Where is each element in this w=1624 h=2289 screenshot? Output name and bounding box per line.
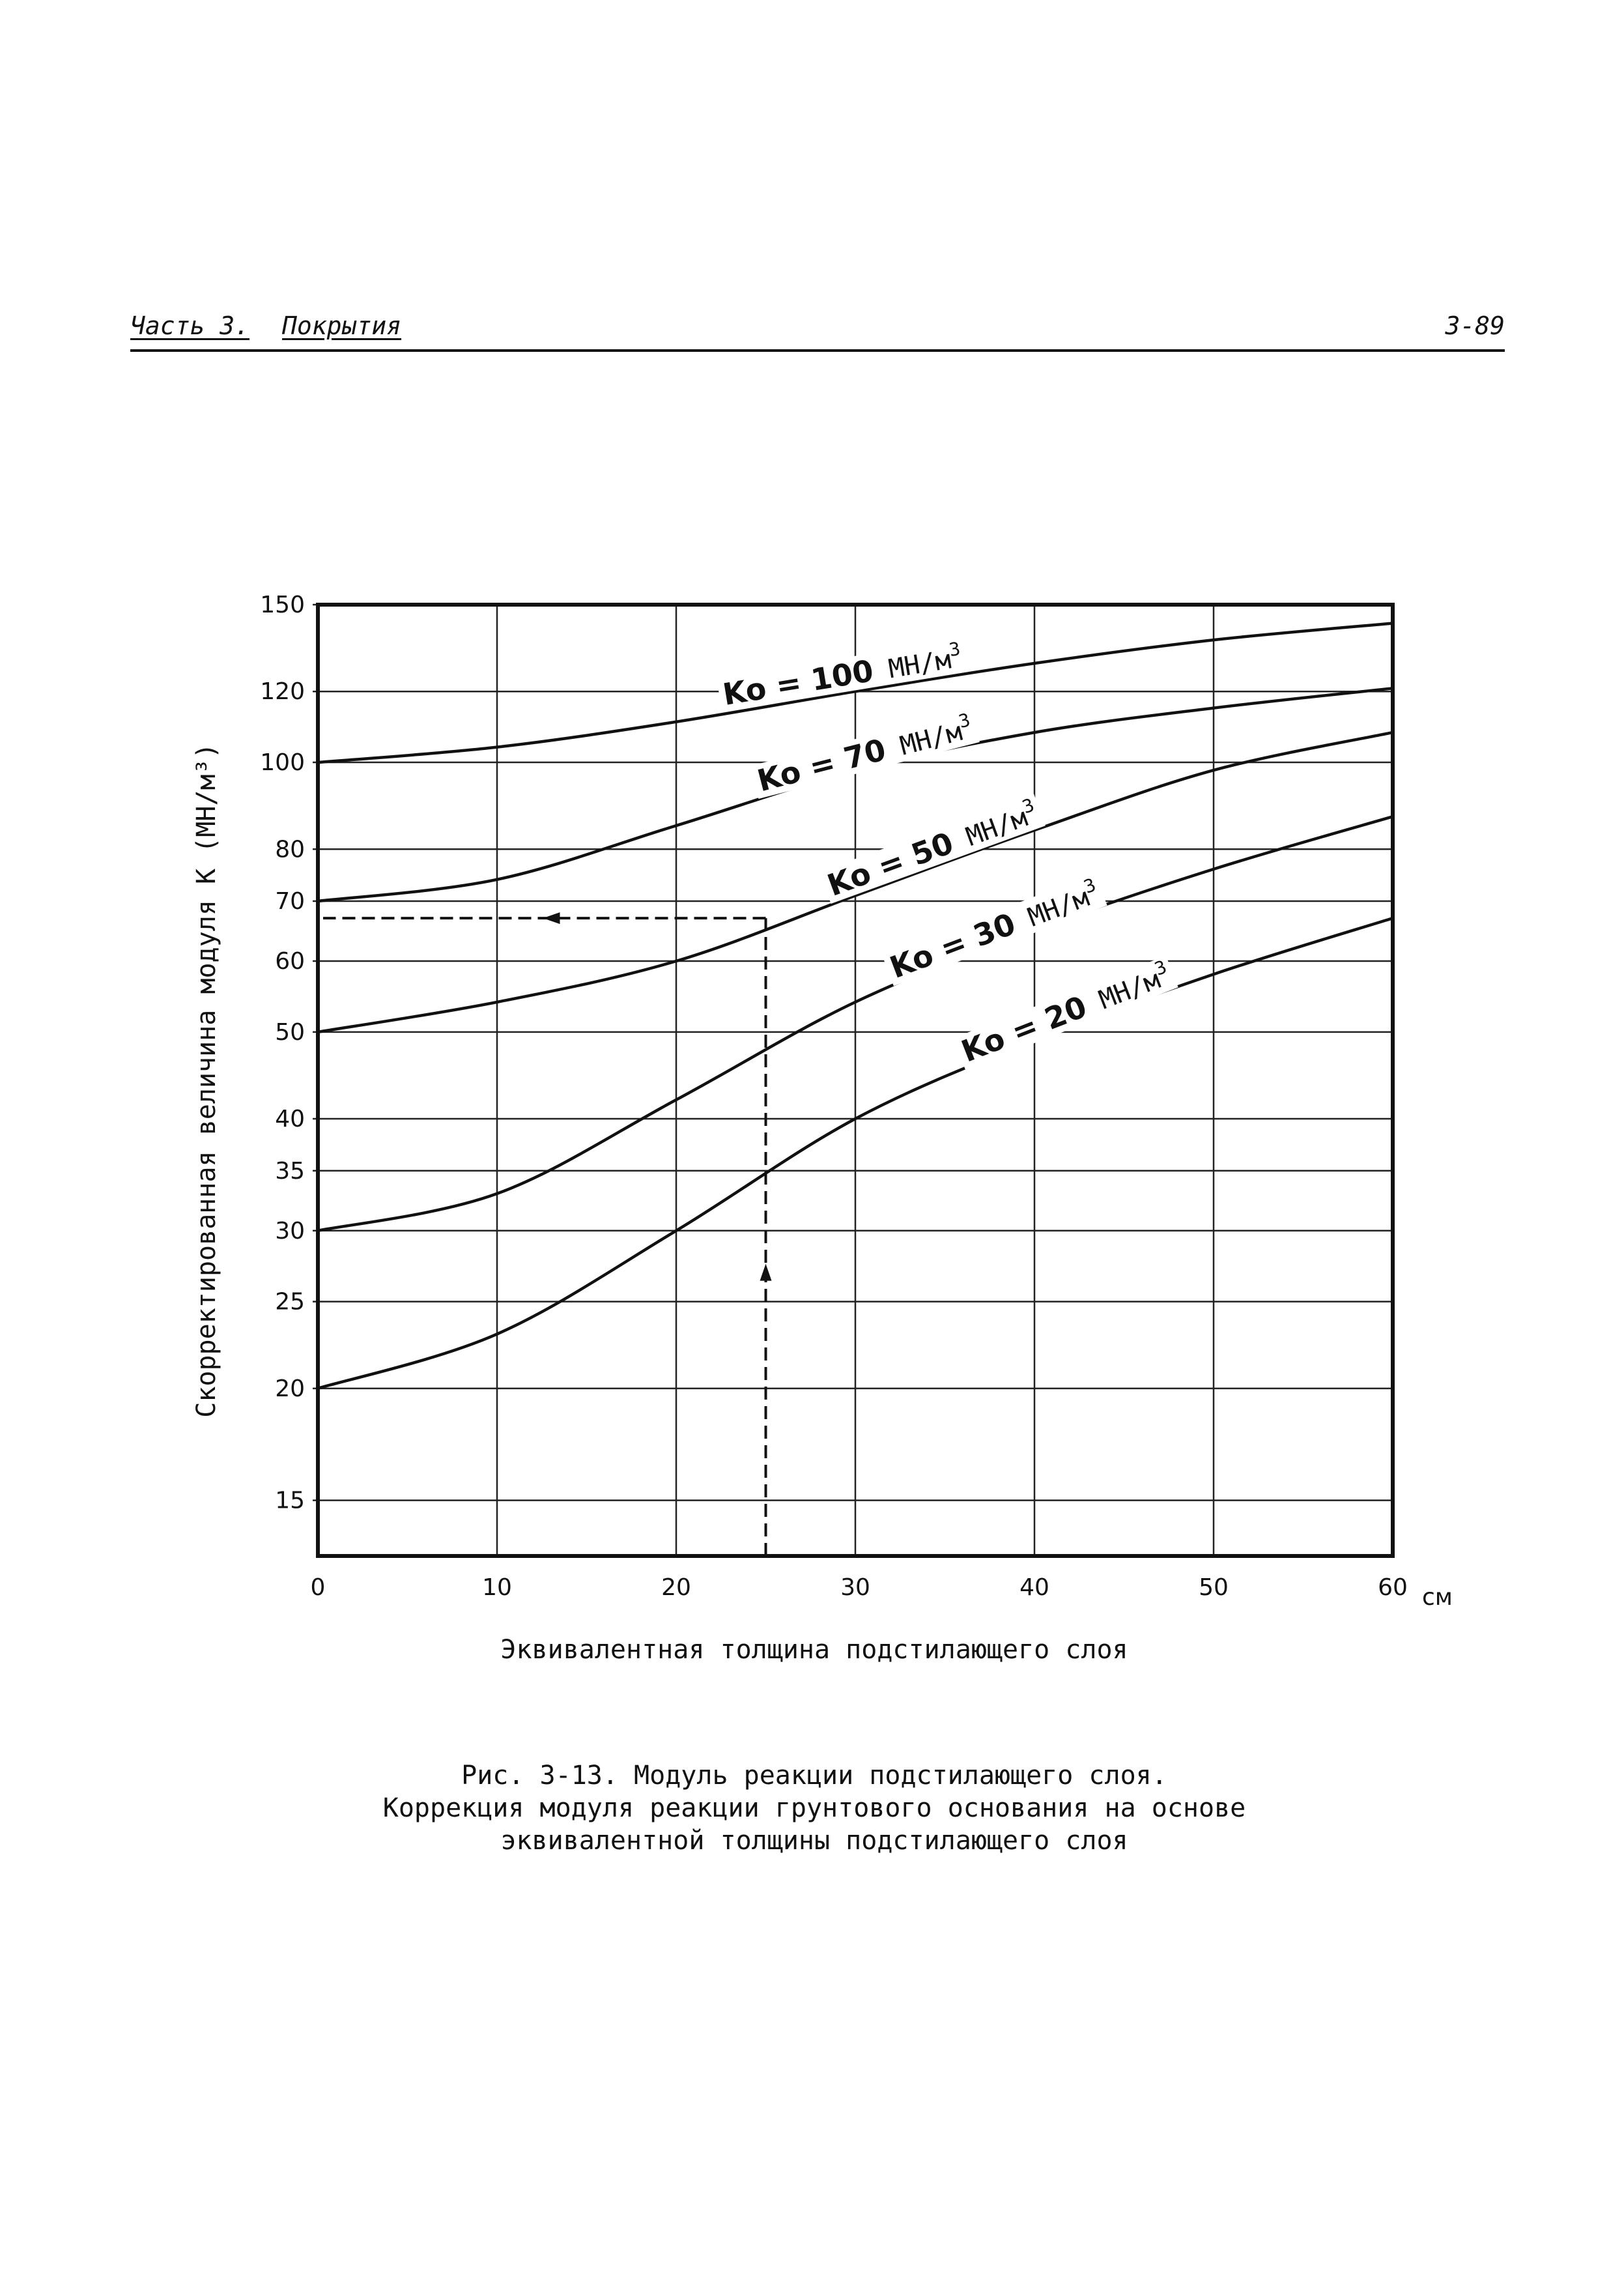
curve-label-backdrop: [953, 955, 1178, 1070]
caption-line-3: эквивалентной толщины подстилающего слоя: [500, 1826, 1128, 1856]
series-line-ko-20: [317, 916, 1393, 1390]
y-tick-label: 15: [275, 1488, 305, 1514]
curve-label-ko-30: Ko = 30 МН/м3: [885, 874, 1104, 985]
x-axis-title: Эквивалентная толщина подстилающего слоя: [500, 1635, 1128, 1665]
y-tick-label: 30: [275, 1218, 305, 1245]
curve-label-prefix: Ko =: [956, 1004, 1052, 1069]
y-tick-label: 80: [275, 836, 305, 863]
x-tick-labels: 0 10 20 30 40 50 60: [311, 1574, 1408, 1601]
header-part: Часть 3.: [130, 311, 250, 340]
y-tick-label: 40: [275, 1106, 305, 1132]
page-header: Часть 3. Покрытия 3-89: [130, 311, 1505, 352]
x-tick-label: 40: [1019, 1574, 1049, 1601]
example-path: [323, 912, 772, 1556]
x-tick-label: 0: [311, 1574, 326, 1601]
curve-label-ko-70: Ko = 70 МН/м3: [754, 709, 976, 798]
series-line-ko-30: [317, 815, 1393, 1233]
y-tick-label: 150: [260, 592, 305, 618]
x-tick-label: 50: [1199, 1574, 1229, 1601]
grid-layer: [313, 603, 1393, 1556]
y-axis-title: Скорректированная величина модуля К (МН/…: [192, 743, 221, 1418]
header-title: Часть 3. Покрытия: [130, 311, 401, 340]
y-tick-labels: 15 20 25 30 35 40 50 60 70 80 100 120 150: [260, 592, 305, 1514]
curve-label-exponent: 3: [948, 638, 962, 661]
series-line-ko-100: [317, 622, 1393, 764]
caption-line-1: Рис. 3-13. Модуль реакции подстилающего …: [461, 1761, 1167, 1791]
curve-label-backdrop: [750, 709, 980, 799]
y-tick-label: 25: [275, 1289, 305, 1316]
y-tick-label: 120: [260, 678, 305, 705]
curve-label-prefix: Ko =: [754, 742, 849, 798]
x-tick-label: 30: [840, 1574, 870, 1601]
arrow-left-icon: [543, 912, 560, 925]
curve-label-ko-20: Ko = 20 МН/м3: [956, 956, 1175, 1069]
x-axis-unit: см: [1422, 1584, 1453, 1611]
x-tick-label: 60: [1378, 1574, 1408, 1601]
curve-label-backdrop: [717, 638, 968, 712]
y-tick-label: 70: [275, 888, 305, 915]
plot-frame: [316, 603, 1395, 1558]
header-section: Покрытия: [282, 311, 402, 340]
curve-label-prefix: Ko =: [720, 663, 814, 712]
caption-line-2: Коррекция модуля реакции грунтового осно…: [382, 1793, 1246, 1823]
series-line-ko-50: [317, 730, 1393, 1034]
curve-label-unit: МН/м: [871, 644, 953, 687]
curve-label-backdrop: [819, 794, 1046, 904]
figure-caption: Рис. 3-13. Модуль реакции подстилающего …: [195, 1759, 1433, 1857]
curve-label-prefix: Ko =: [885, 921, 981, 985]
y-tick-label: 60: [275, 948, 305, 975]
curve-label-backdrop: [881, 873, 1107, 986]
arrow-up-icon: [760, 1263, 772, 1281]
curve-label-ko-100: Ko = 100 МН/м3: [720, 638, 964, 712]
y-tick-label: 50: [275, 1019, 305, 1046]
y-tick-label: 20: [275, 1375, 305, 1402]
x-tick-label: 20: [661, 1574, 691, 1601]
x-tick-label: 10: [482, 1574, 512, 1601]
header-page-number: 3-89: [1445, 311, 1505, 340]
y-tick-label: 100: [260, 749, 305, 776]
y-tick-label: 35: [275, 1158, 305, 1185]
